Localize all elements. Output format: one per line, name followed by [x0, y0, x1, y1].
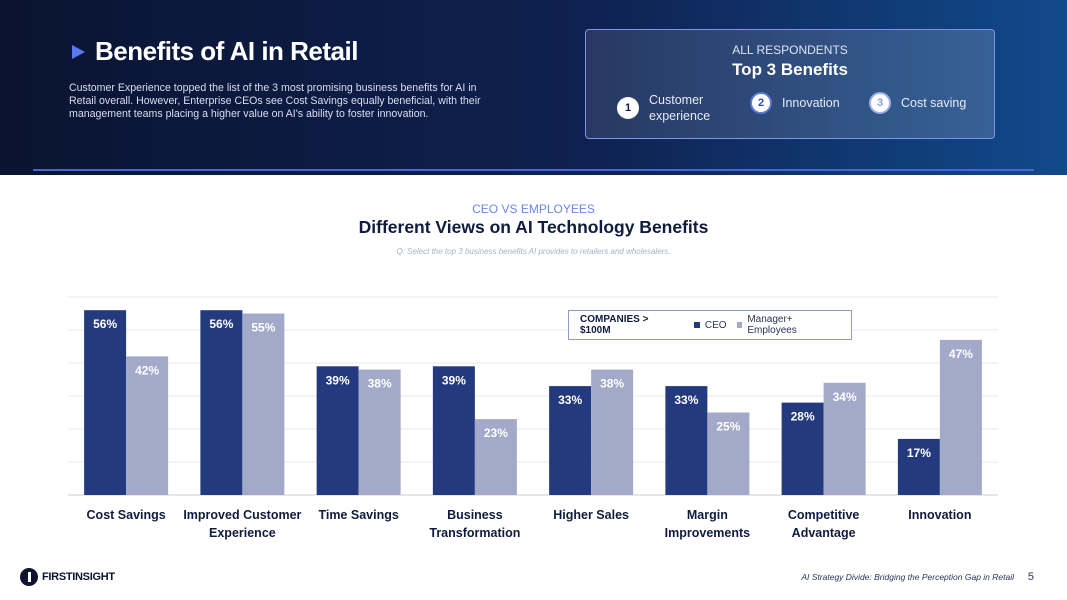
category-label: Business	[447, 508, 503, 522]
data-label: 56%	[209, 317, 233, 331]
category-label: Time Savings	[318, 508, 398, 522]
rank-badge: 1	[617, 97, 639, 119]
data-label: 23%	[484, 426, 508, 440]
category-label: Higher Sales	[553, 508, 629, 522]
legend-item-employees: Manager+ Employees	[736, 314, 841, 336]
category-label: Competitive	[788, 508, 860, 522]
data-label: 55%	[251, 321, 275, 335]
top3-item-text: Innovation	[782, 96, 840, 110]
page-number: 5	[1027, 571, 1034, 583]
category-label: Advantage	[792, 526, 856, 540]
footer-title: AI Strategy Divide: Bridging the Percept…	[801, 572, 1014, 582]
header-banner: Benefits of AI in Retail Customer Experi…	[0, 0, 1067, 175]
top3-benefits-card: ALL RESPONDENTS Top 3 Benefits 1 Custome…	[585, 29, 995, 139]
category-label: Experience	[209, 526, 276, 540]
data-label: 39%	[326, 373, 350, 387]
bar-employees	[823, 382, 866, 495]
top3-label: ALL RESPONDENTS	[732, 43, 848, 57]
header-divider	[33, 169, 1034, 171]
data-label: 17%	[907, 446, 931, 460]
category-label: Improved Customer	[183, 508, 301, 522]
top3-title: Top 3 Benefits	[732, 60, 848, 79]
bar-ceo	[84, 310, 127, 495]
bar-employees	[591, 369, 634, 495]
legend-swatch-icon	[736, 322, 743, 328]
top3-item: 3 Cost saving	[869, 92, 966, 114]
data-label: 47%	[949, 347, 973, 361]
section-label: CEO VS EMPLOYEES	[472, 202, 595, 216]
top3-item-text: Customer experience	[649, 93, 711, 123]
data-label: 33%	[674, 393, 698, 407]
logo-text: FIRSTINSIGHT	[42, 571, 115, 583]
logo-icon	[20, 568, 38, 586]
legend-item-ceo: CEO	[693, 319, 727, 331]
bar-ceo	[549, 386, 592, 495]
chart-title: Different Views on AI Technology Benefit…	[358, 217, 709, 237]
top3-item-text: Cost saving	[901, 96, 967, 110]
category-label: Innovation	[908, 508, 971, 522]
top3-item: 1 Customer experience	[617, 92, 719, 124]
bar-employees	[358, 369, 401, 495]
intro-text: Customer Experience topped the list of t…	[69, 82, 481, 120]
title-row: Benefits of AI in Retail	[72, 36, 358, 67]
bar-employees	[707, 412, 750, 495]
category-label: Improvements	[665, 526, 750, 540]
play-arrow-icon	[72, 44, 85, 59]
rank-badge: 2	[750, 92, 772, 114]
bar-ceo	[897, 438, 940, 495]
data-label: 56%	[93, 317, 117, 331]
data-label: 33%	[558, 393, 582, 407]
chart-legend: COMPANIES > $100M CEO Manager+ Employees	[568, 310, 852, 340]
data-label: 38%	[600, 377, 624, 391]
data-label: 34%	[833, 390, 857, 404]
bar-ceo	[316, 366, 359, 495]
top3-item: 2 Innovation	[750, 92, 840, 114]
data-label: 42%	[135, 363, 159, 377]
page-title: Benefits of AI in Retail	[95, 36, 358, 66]
bar-employees	[939, 339, 982, 495]
category-label: Cost Savings	[87, 508, 166, 522]
company-logo: FIRSTINSIGHT	[20, 568, 115, 586]
rank-badge: 3	[869, 92, 891, 114]
bar-ceo	[781, 402, 824, 495]
category-label: Transformation	[429, 526, 520, 540]
bar-ceo	[200, 310, 243, 495]
bar-ceo	[432, 366, 475, 495]
data-label: 28%	[791, 410, 815, 424]
bar-chart: 56% 42% Cost Savings 56% 55% Improved Custome…	[68, 296, 998, 540]
data-label: 25%	[716, 420, 740, 434]
bar-employees	[474, 419, 517, 495]
data-label: 38%	[368, 377, 392, 391]
legend-swatch-icon	[693, 322, 700, 328]
legend-label: Manager+ Employees	[747, 314, 797, 336]
legend-title: COMPANIES > $100M	[580, 314, 649, 336]
category-label: Margin	[687, 508, 728, 522]
data-label: 39%	[442, 373, 466, 387]
bar-employees	[126, 356, 169, 495]
bar-ceo	[665, 386, 708, 495]
legend-label: CEO	[704, 319, 727, 331]
bar-employees	[242, 313, 285, 495]
survey-question: Q: Select the top 3 business benefits AI…	[396, 247, 671, 256]
